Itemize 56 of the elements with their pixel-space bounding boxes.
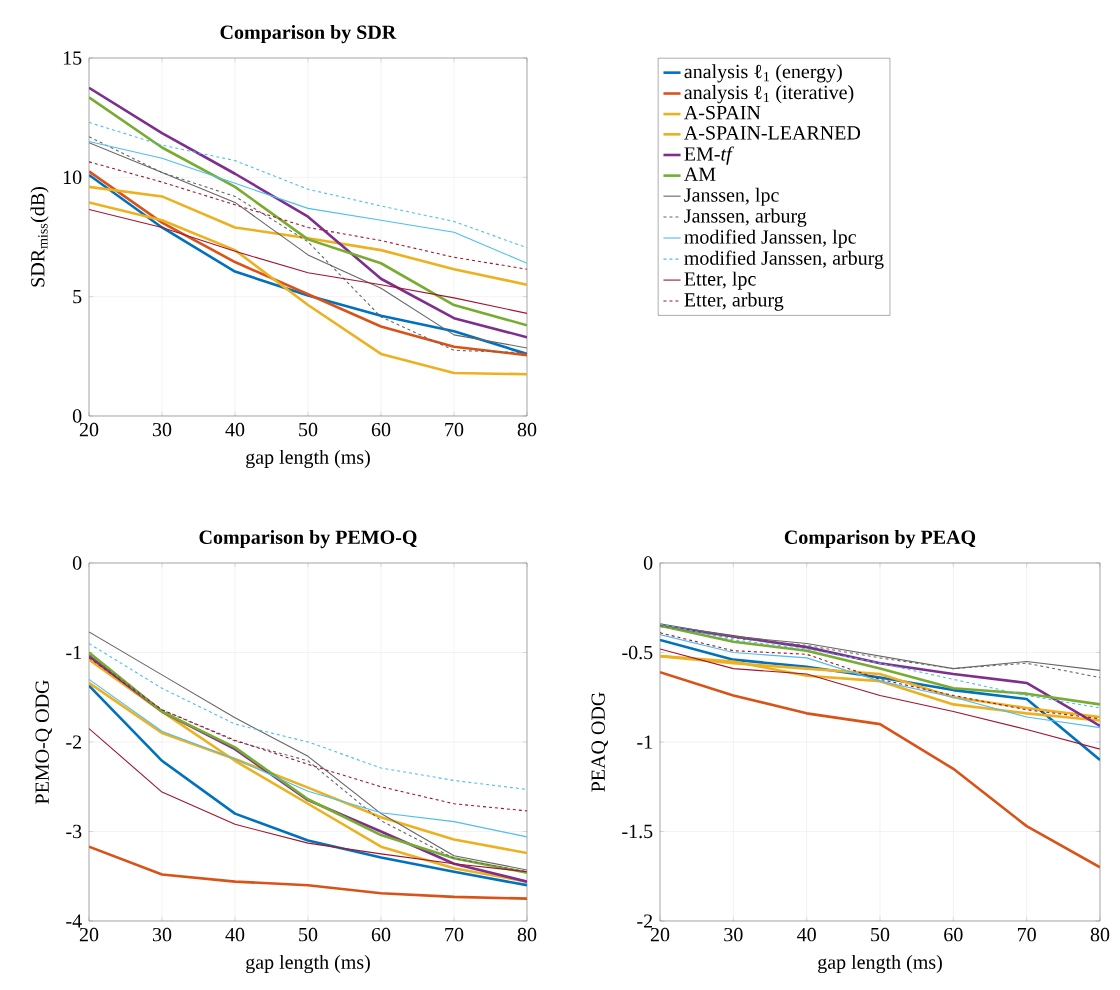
x-tick-label: 40 (225, 927, 245, 942)
legend-label: Janssen, arburg (684, 208, 807, 227)
x-tick-label: 80 (517, 927, 537, 942)
x-tick-label: 20 (79, 422, 99, 437)
x-tick-label: 30 (152, 422, 172, 437)
x-tick-label: 60 (944, 927, 963, 942)
legend-label: A-SPAIN (684, 105, 761, 120)
y-tick-label: -4 (66, 914, 82, 928)
legend-label: EM-tf (684, 146, 734, 165)
y-tick-label: 10 (63, 170, 82, 185)
y-axis-title: PEAQ ODG (591, 692, 608, 792)
y-tick-label: -1.5 (622, 824, 653, 839)
x-tick-label: 70 (1017, 927, 1036, 942)
x-tick-label: 30 (152, 927, 172, 942)
chart-title: Comparison by PEMO-Q (199, 529, 417, 549)
x-tick-label: 50 (871, 927, 890, 942)
x-tick-label: 80 (1090, 927, 1110, 942)
legend-label: modified Janssen, arburg (684, 250, 884, 269)
y-tick-label: -2 (637, 914, 653, 928)
legend-label: Etter, arburg (684, 292, 784, 311)
x-tick-label: 20 (650, 927, 670, 942)
x-tick-label: 40 (225, 422, 245, 437)
y-tick-label: -1 (637, 735, 652, 749)
y-tick-label: 0 (72, 556, 82, 570)
x-axis-title: gap length (ms) (246, 954, 370, 974)
y-tick-label: -0.5 (622, 645, 653, 660)
x-tick-label: 40 (797, 927, 816, 942)
y-axis-title: SDR$_{miss}$(dB) (30, 187, 49, 287)
y-tick-label: 15 (63, 51, 82, 65)
x-tick-label: 60 (371, 927, 391, 942)
legend-label: analysis ℓ$_{1}$ (energy) (684, 64, 842, 83)
x-tick-label: 50 (299, 927, 318, 942)
legend-label: analysis ℓ$_{1}$ (iterative) (684, 85, 854, 104)
legend-label: Etter, lpc (684, 271, 756, 290)
x-axis-title: gap length (ms) (246, 449, 370, 469)
y-tick-label: 5 (73, 290, 82, 304)
y-axis-title: PEMO-Q ODG (35, 680, 52, 804)
y-tick-label: -2 (66, 735, 82, 749)
y-tick-label: -3 (66, 824, 82, 839)
y-tick-label: -1 (66, 645, 81, 660)
x-tick-label: 30 (724, 927, 743, 942)
y-tick-label: 0 (643, 556, 653, 570)
x-axis-title: gap length (ms) (818, 954, 942, 974)
chart-title: Comparison by SDR (220, 24, 397, 44)
x-tick-label: 80 (517, 422, 537, 437)
legend-label: AM (684, 167, 716, 181)
y-tick-label: 0 (72, 409, 82, 423)
legend-label: A-SPAIN-LEARNED (684, 126, 861, 140)
x-tick-label: 60 (371, 422, 391, 437)
legend-label: modified Janssen, lpc (684, 229, 856, 248)
legend-label: Janssen, lpc (684, 187, 779, 206)
x-tick-label: 70 (445, 927, 464, 942)
x-tick-label: 70 (445, 422, 464, 437)
chart-title: Comparison by PEAQ (784, 529, 976, 549)
x-tick-label: 50 (299, 422, 318, 437)
x-tick-label: 20 (79, 927, 99, 942)
